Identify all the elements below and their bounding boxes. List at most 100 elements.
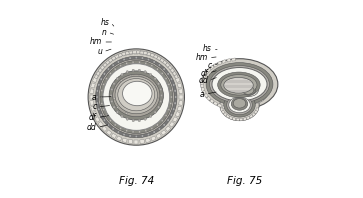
Polygon shape: [108, 58, 113, 62]
Polygon shape: [111, 56, 117, 61]
Text: Fig. 74: Fig. 74: [119, 176, 154, 187]
Ellipse shape: [135, 56, 138, 59]
Ellipse shape: [117, 61, 119, 63]
Polygon shape: [207, 96, 211, 101]
Polygon shape: [227, 59, 231, 62]
Polygon shape: [140, 51, 144, 54]
Polygon shape: [266, 86, 269, 89]
Ellipse shape: [231, 98, 248, 110]
Ellipse shape: [159, 100, 162, 103]
Polygon shape: [172, 71, 176, 76]
Polygon shape: [91, 106, 95, 111]
Ellipse shape: [111, 88, 113, 91]
Ellipse shape: [121, 81, 122, 83]
Ellipse shape: [96, 89, 99, 92]
Polygon shape: [145, 138, 150, 143]
Ellipse shape: [109, 120, 111, 122]
Polygon shape: [143, 51, 147, 55]
Polygon shape: [202, 74, 206, 78]
Ellipse shape: [145, 62, 147, 65]
Ellipse shape: [114, 68, 116, 70]
Text: c: c: [208, 61, 212, 70]
Ellipse shape: [113, 97, 115, 99]
Text: dd: dd: [198, 76, 208, 85]
Polygon shape: [256, 108, 259, 111]
Polygon shape: [262, 96, 266, 100]
Ellipse shape: [100, 114, 102, 116]
Ellipse shape: [123, 81, 152, 106]
Polygon shape: [249, 115, 253, 118]
Ellipse shape: [132, 69, 134, 72]
Ellipse shape: [98, 59, 174, 135]
Ellipse shape: [123, 58, 125, 61]
Ellipse shape: [130, 75, 132, 77]
Polygon shape: [98, 122, 103, 127]
Ellipse shape: [201, 59, 278, 110]
Ellipse shape: [132, 131, 134, 133]
Ellipse shape: [109, 72, 111, 74]
Ellipse shape: [154, 77, 156, 80]
Polygon shape: [165, 63, 171, 68]
Ellipse shape: [152, 104, 154, 106]
Ellipse shape: [113, 74, 160, 117]
Polygon shape: [122, 138, 127, 143]
Polygon shape: [232, 58, 236, 61]
Ellipse shape: [100, 61, 173, 133]
Polygon shape: [96, 71, 100, 76]
Ellipse shape: [121, 83, 123, 85]
Polygon shape: [147, 52, 151, 56]
Ellipse shape: [113, 83, 115, 85]
Polygon shape: [122, 51, 127, 56]
Ellipse shape: [163, 124, 165, 126]
Polygon shape: [226, 115, 230, 118]
Polygon shape: [169, 122, 175, 127]
Ellipse shape: [106, 78, 107, 80]
Ellipse shape: [116, 95, 118, 96]
Polygon shape: [213, 63, 218, 67]
Ellipse shape: [101, 102, 103, 105]
Polygon shape: [105, 60, 110, 65]
Ellipse shape: [135, 135, 138, 138]
Polygon shape: [179, 101, 183, 105]
Ellipse shape: [150, 115, 152, 117]
Ellipse shape: [167, 73, 169, 75]
Polygon shape: [115, 55, 119, 59]
Ellipse shape: [165, 114, 167, 117]
Ellipse shape: [153, 131, 155, 133]
Ellipse shape: [153, 102, 155, 104]
Ellipse shape: [103, 119, 106, 121]
Polygon shape: [172, 117, 178, 122]
Polygon shape: [165, 126, 171, 131]
Polygon shape: [202, 90, 206, 95]
Polygon shape: [117, 136, 122, 141]
Ellipse shape: [95, 56, 177, 138]
Polygon shape: [98, 68, 102, 73]
Polygon shape: [257, 99, 261, 103]
Ellipse shape: [126, 130, 128, 132]
Polygon shape: [236, 118, 239, 121]
Polygon shape: [93, 77, 97, 83]
Text: u: u: [98, 47, 102, 56]
Polygon shape: [201, 84, 204, 88]
Polygon shape: [177, 83, 182, 88]
Polygon shape: [125, 51, 129, 55]
Polygon shape: [106, 130, 112, 135]
Polygon shape: [98, 67, 103, 72]
Ellipse shape: [98, 108, 100, 110]
Ellipse shape: [154, 111, 156, 113]
Ellipse shape: [170, 78, 172, 80]
Ellipse shape: [174, 102, 176, 105]
Ellipse shape: [236, 78, 265, 101]
Polygon shape: [227, 107, 231, 110]
Polygon shape: [254, 74, 258, 78]
Ellipse shape: [151, 65, 153, 67]
Polygon shape: [168, 65, 172, 70]
Ellipse shape: [103, 109, 105, 111]
Ellipse shape: [121, 73, 123, 76]
Ellipse shape: [168, 109, 170, 111]
Polygon shape: [246, 116, 250, 120]
Text: hm: hm: [196, 53, 208, 62]
Polygon shape: [175, 77, 180, 83]
Text: c: c: [92, 102, 97, 111]
Polygon shape: [232, 108, 236, 110]
